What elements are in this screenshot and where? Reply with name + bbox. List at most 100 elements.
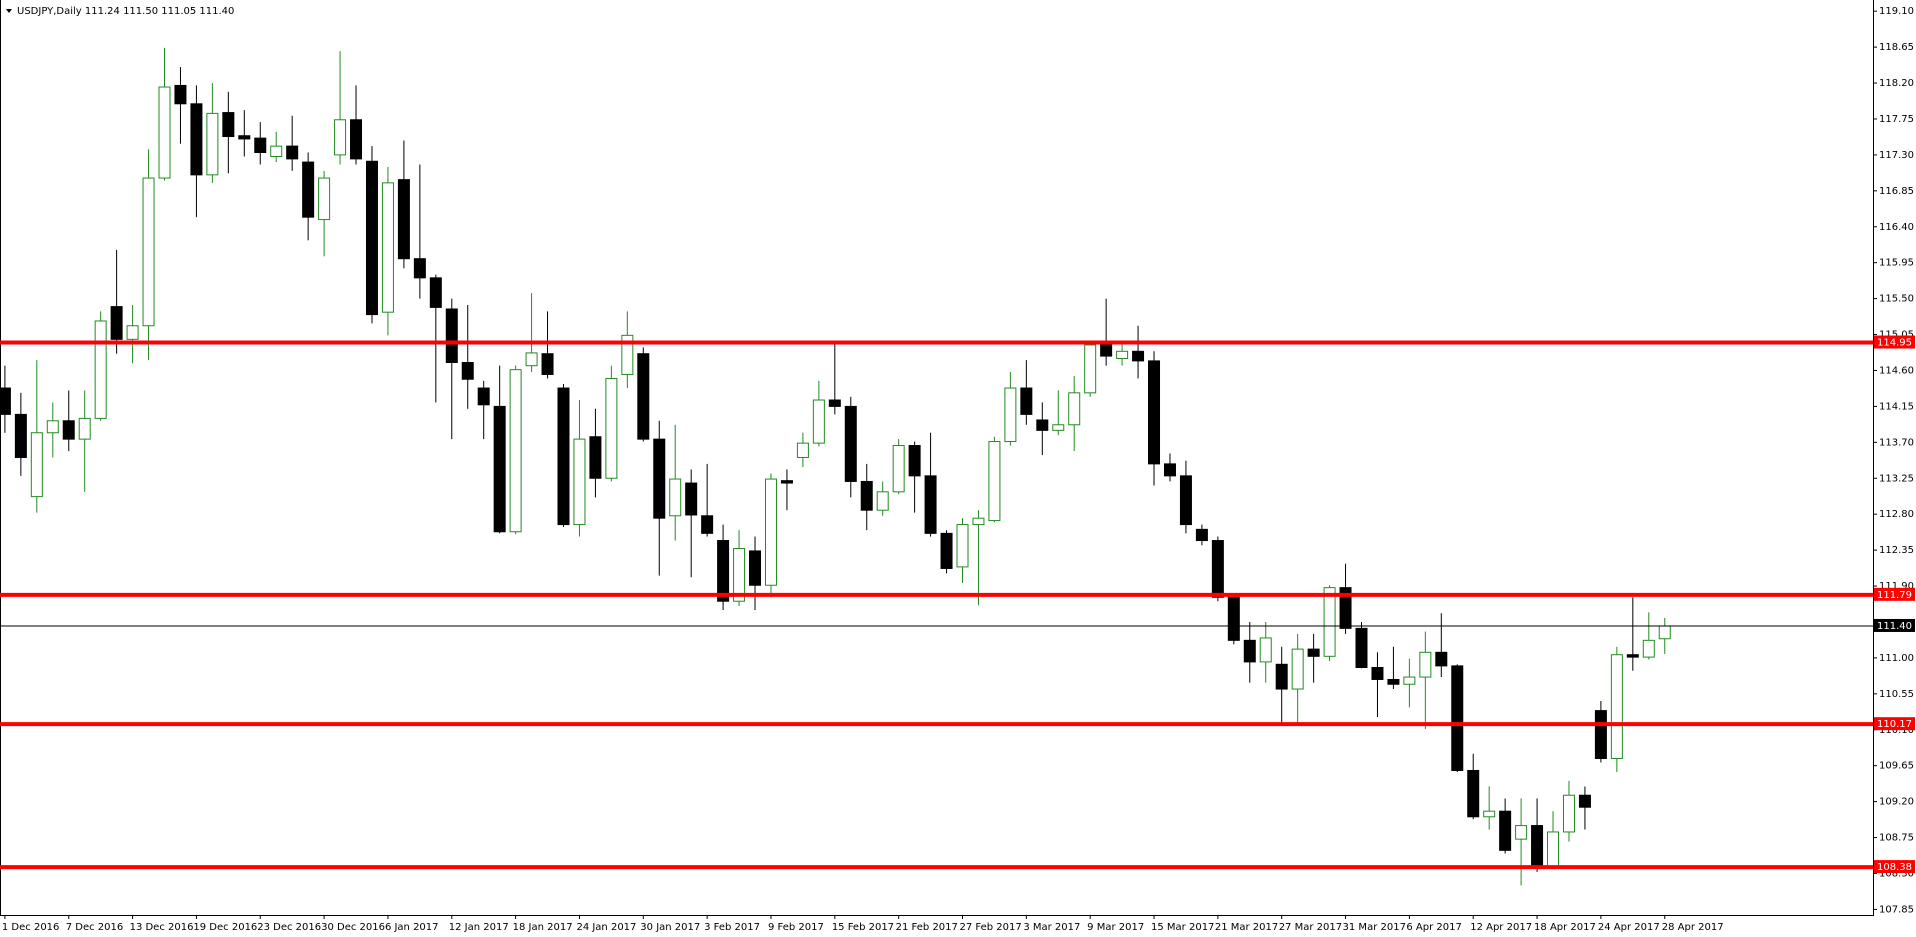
level-label-box (1874, 335, 1915, 349)
bear-body (365, 160, 378, 316)
x-tick-label: 7 Dec 2016 (66, 922, 124, 933)
x-tick-label: 1 Dec 2016 (2, 922, 60, 933)
y-tick-label: 116.85 (1879, 186, 1914, 197)
x-tick-label: 3 Feb 2017 (704, 922, 760, 933)
bear-body (908, 445, 921, 477)
bear-body (924, 475, 937, 534)
x-tick-label: 27 Feb 2017 (960, 922, 1022, 933)
bull-body (1116, 350, 1129, 359)
x-tick-label: 12 Jan 2017 (449, 922, 509, 933)
bull-body (30, 432, 43, 498)
bear-body (1499, 810, 1512, 851)
level-label-box (1874, 587, 1915, 601)
bear-body (653, 438, 666, 519)
bull-body (270, 145, 283, 157)
bull-body (972, 517, 985, 526)
bear-body (685, 482, 698, 516)
bull-body (1658, 625, 1671, 640)
y-tick-label: 110.55 (1879, 689, 1914, 700)
bull-body (1084, 344, 1097, 394)
bear-body (1387, 678, 1400, 685)
bear-body (445, 308, 458, 363)
bull-body (1562, 794, 1575, 833)
x-tick-label: 18 Apr 2017 (1534, 922, 1596, 933)
bear-body (493, 405, 506, 533)
bear-body (461, 361, 474, 380)
x-tick-label: 6 Apr 2017 (1406, 922, 1461, 933)
y-tick-label: 118.65 (1879, 42, 1914, 53)
bear-body (222, 112, 235, 138)
x-tick-label: 15 Feb 2017 (832, 922, 894, 933)
y-tick-label: 115.50 (1879, 294, 1914, 305)
bull-body (206, 112, 219, 176)
x-tick-label: 9 Mar 2017 (1087, 922, 1144, 933)
bear-body (589, 436, 602, 479)
y-tick-label: 114.15 (1879, 401, 1914, 412)
bull-body (669, 478, 682, 517)
bear-body (1467, 769, 1480, 818)
y-tick-label: 118.20 (1879, 78, 1914, 89)
y-tick-label: 113.70 (1879, 437, 1914, 448)
x-tick-label: 21 Mar 2017 (1215, 922, 1278, 933)
y-tick-label: 111.00 (1879, 653, 1914, 664)
y-tick-label: 119.10 (1879, 6, 1914, 17)
bull-body (1642, 639, 1655, 658)
bear-body (1451, 665, 1464, 771)
bear-body (1355, 627, 1368, 668)
y-tick-label: 117.30 (1879, 150, 1914, 161)
bull-body (94, 320, 107, 419)
bull-body (381, 182, 394, 313)
bull-body (46, 420, 59, 434)
bear-body (557, 387, 570, 526)
bear-body (1578, 794, 1591, 808)
price-label: 111.40 (1877, 621, 1912, 632)
level-label-box (1874, 860, 1915, 874)
y-tick-label: 117.75 (1879, 114, 1914, 125)
bull-body (876, 491, 889, 511)
x-tick-label: 13 Dec 2016 (130, 922, 194, 933)
bull-body (892, 445, 905, 493)
y-tick-label: 115.05 (1879, 330, 1914, 341)
level-label: 108.38 (1877, 862, 1912, 873)
bull-body (796, 442, 809, 458)
x-tick-label: 18 Jan 2017 (513, 922, 573, 933)
level-label: 114.95 (1877, 338, 1912, 349)
y-tick-label: 107.85 (1879, 904, 1914, 915)
bear-body (940, 532, 953, 569)
bull-body (573, 438, 586, 526)
bear-body (1626, 654, 1639, 658)
y-tick-label: 115.95 (1879, 258, 1914, 269)
y-tick-label: 111.90 (1879, 581, 1914, 592)
bear-body (749, 550, 762, 586)
bear-body (1211, 540, 1224, 598)
bear-body (717, 540, 730, 602)
bear-body (844, 405, 857, 482)
bear-body (1179, 475, 1192, 526)
y-tick-label: 109.65 (1879, 761, 1914, 772)
bull-body (1547, 831, 1560, 869)
bull-body (78, 417, 91, 440)
y-tick-label: 110.10 (1879, 725, 1914, 736)
bull-body (509, 369, 522, 533)
bear-body (1195, 528, 1208, 542)
bull-body (1068, 392, 1081, 426)
bear-body (1435, 651, 1448, 667)
bear-body (1307, 648, 1320, 657)
bull-body (158, 86, 171, 179)
bear-body (1227, 596, 1240, 641)
bull-body (334, 119, 347, 156)
menu-arrow[interactable] (6, 9, 12, 13)
y-tick-label: 114.60 (1879, 365, 1914, 376)
bear-body (637, 353, 650, 440)
bear-body (238, 135, 251, 140)
bear-body (860, 480, 873, 511)
x-tick-label: 15 Mar 2017 (1151, 922, 1214, 933)
x-tick-label: 3 Mar 2017 (1023, 922, 1080, 933)
y-tick-label: 113.25 (1879, 473, 1914, 484)
bear-body (254, 137, 267, 153)
bull-body (621, 334, 634, 375)
y-tick-label: 109.20 (1879, 797, 1914, 808)
x-tick-label: 27 Mar 2017 (1279, 922, 1342, 933)
